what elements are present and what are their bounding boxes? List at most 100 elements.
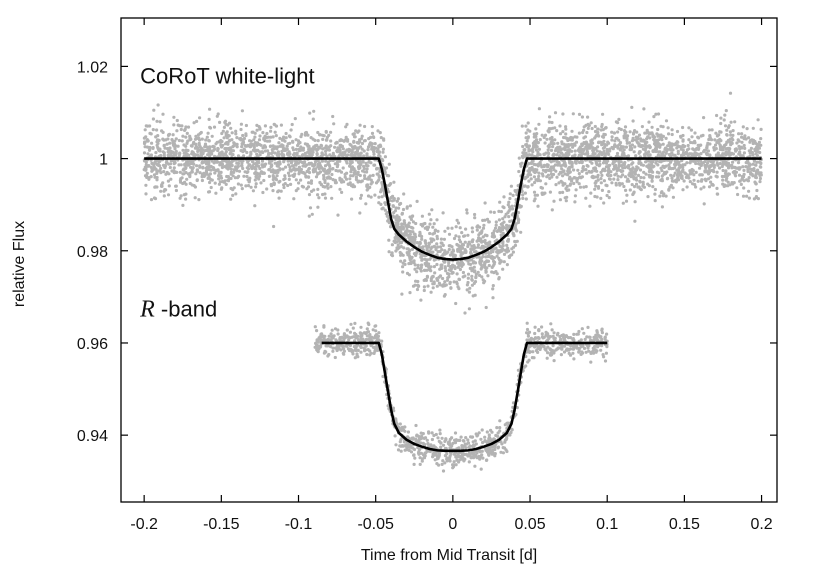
rband-data-point (365, 331, 369, 335)
corot-data-point (627, 179, 631, 183)
corot-data-point (740, 135, 744, 139)
corot-data-point (172, 169, 176, 173)
corot-data-point (167, 184, 171, 188)
corot-data-point (365, 167, 369, 171)
corot-data-point (457, 235, 461, 239)
corot-data-point (617, 117, 621, 121)
corot-data-point (483, 233, 487, 237)
rband-data-point (527, 330, 532, 334)
corot-data-point (497, 209, 501, 213)
corot-data-point (561, 130, 565, 134)
corot-data-point (621, 173, 625, 177)
corot-data-point (151, 128, 155, 132)
corot-data-point (755, 188, 759, 193)
corot-data-point (411, 230, 415, 234)
corot-data-point (521, 196, 525, 200)
corot-data-point (574, 140, 579, 144)
corot-data-point (586, 115, 590, 119)
corot-data-point (332, 122, 336, 126)
rband-data-point (327, 334, 331, 338)
rband-data-point (349, 322, 353, 326)
corot-data-point (296, 161, 300, 165)
corot-data-point (568, 183, 572, 187)
corot-data-point (535, 132, 539, 136)
corot-data-point (292, 151, 297, 156)
corot-data-point (169, 177, 173, 181)
corot-data-point (747, 176, 751, 180)
corot-data-point (377, 175, 381, 179)
corot-data-point (387, 183, 391, 187)
corot-data-point (369, 195, 373, 199)
corot-data-point (384, 212, 388, 216)
corot-data-point (401, 207, 406, 212)
rband-data-point (493, 454, 497, 458)
corot-data-point (412, 259, 416, 263)
corot-data-point (351, 132, 355, 136)
corot-data-point (693, 141, 697, 145)
corot-data-point (425, 225, 429, 229)
corot-data-point (341, 166, 345, 170)
corot-data-point (316, 130, 320, 135)
corot-data-point (419, 255, 423, 259)
corot-data-point (604, 183, 608, 187)
corot-data-point (630, 143, 635, 147)
corot-data-point (370, 142, 374, 146)
corot-data-point (380, 195, 384, 199)
corot-data-point (637, 151, 641, 155)
corot-data-point (537, 174, 541, 178)
corot-data-point (500, 249, 504, 253)
corot-data-point (271, 189, 275, 193)
rband-data-point (495, 426, 499, 430)
corot-data-point (172, 159, 176, 163)
corot-data-point (244, 184, 248, 188)
rband-data-point (342, 349, 346, 353)
corot-data-point (365, 177, 369, 181)
corot-data-point (335, 160, 340, 164)
corot-data-point (267, 161, 271, 165)
corot-data-point (381, 150, 385, 154)
corot-data-point (736, 138, 740, 142)
corot-data-point (676, 149, 680, 153)
corot-data-point (275, 164, 279, 168)
corot-data-point (172, 166, 176, 170)
corot-data-point (581, 166, 585, 170)
corot-data-point (483, 265, 487, 270)
corot-data-point (282, 185, 286, 190)
corot-data-point (401, 261, 405, 265)
corot-data-point (607, 141, 611, 145)
corot-data-point (594, 184, 598, 188)
corot-data-point (681, 133, 685, 138)
corot-data-point (235, 136, 239, 140)
corot-data-point (722, 118, 726, 122)
corot-data-point (557, 154, 562, 158)
rband-data-point (331, 349, 335, 353)
corot-data-point (158, 164, 162, 168)
corot-data-point (336, 146, 340, 150)
corot-data-point (708, 136, 712, 140)
corot-data-point (724, 109, 728, 113)
corot-data-point (660, 179, 665, 183)
corot-data-point (633, 185, 637, 189)
corot-data-point (753, 149, 757, 153)
corot-data-point (452, 236, 457, 241)
corot-data-point (523, 175, 528, 179)
corot-data-point (459, 253, 463, 257)
corot-data-point (447, 268, 451, 272)
corot-data-point (720, 145, 724, 149)
corot-data-point (294, 138, 298, 142)
corot-data-point (595, 149, 599, 153)
corot-data-point (256, 148, 260, 152)
corot-data-point (661, 125, 665, 129)
corot-data-point (387, 174, 391, 178)
corot-data-point (631, 136, 635, 140)
corot-data-point (476, 243, 480, 247)
corot-data-point (171, 141, 175, 145)
corot-data-point (608, 147, 612, 151)
corot-data-point (585, 130, 589, 135)
corot-data-point (198, 171, 202, 175)
corot-data-point (387, 250, 391, 254)
corot-data-point (542, 135, 546, 140)
rband-data-point (540, 332, 544, 336)
corot-data-point (600, 188, 605, 192)
corot-data-point (670, 151, 674, 155)
